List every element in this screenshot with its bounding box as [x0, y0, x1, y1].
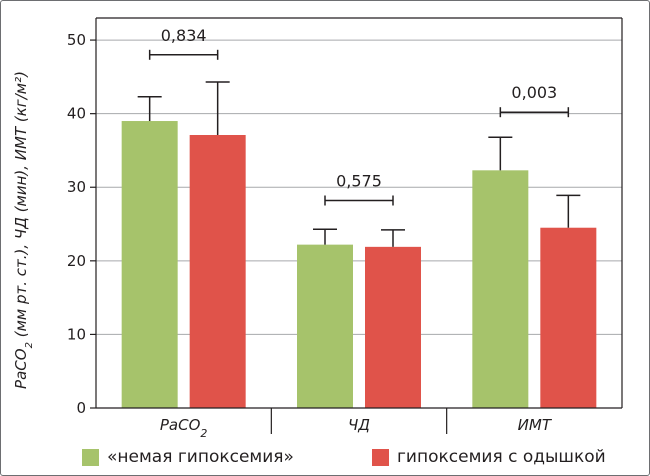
y-tick-label: 30	[67, 178, 86, 196]
bar	[472, 170, 529, 408]
legend-label-silent-hypoxemia: «немая гипоксемия»	[107, 447, 294, 467]
p-value-brackets: 0,834 0,575 0,003	[148, 26, 570, 206]
bar	[365, 246, 421, 408]
category-label: ИМТ	[518, 416, 553, 434]
p-value-label: 0,003	[511, 83, 557, 102]
y-tick-label: 40	[67, 105, 86, 123]
y-tick-labels: 0 10 20 30 40 50	[67, 31, 86, 417]
y-axis-label: PaCO2 (мм рт. ст.), ЧД (мин), ИМТ (кг/м²…	[12, 71, 35, 389]
y-tick-label: 50	[67, 31, 86, 49]
y-tick-label: 0	[76, 399, 86, 417]
bar	[297, 244, 353, 408]
y-tick-label: 20	[67, 252, 86, 270]
category-label: ЧД	[348, 416, 370, 434]
y-tick-label: 10	[67, 325, 86, 343]
legend: «немая гипоксемия» гипоксемия с одышкой	[82, 444, 642, 470]
grid-lines	[96, 39, 622, 335]
category-labels: PaCO2 ЧД ИМТ	[160, 416, 553, 440]
axes	[90, 17, 623, 434]
p-value-label: 0,575	[336, 171, 382, 190]
category-label: PaCO2	[160, 416, 208, 440]
legend-swatch-green	[82, 448, 99, 466]
bar	[189, 135, 246, 408]
error-bars	[137, 81, 581, 247]
legend-item-silent-hypoxemia: «немая гипоксемия»	[82, 444, 294, 470]
p-value-label: 0,834	[161, 26, 207, 45]
legend-item-hypoxemia-dyspnea: гипоксемия с одышкой	[372, 444, 606, 470]
legend-label-hypoxemia-dyspnea: гипоксемия с одышкой	[397, 447, 606, 467]
legend-swatch-red	[372, 448, 389, 466]
bar	[540, 227, 597, 408]
bar	[121, 121, 178, 409]
bars	[121, 121, 597, 409]
